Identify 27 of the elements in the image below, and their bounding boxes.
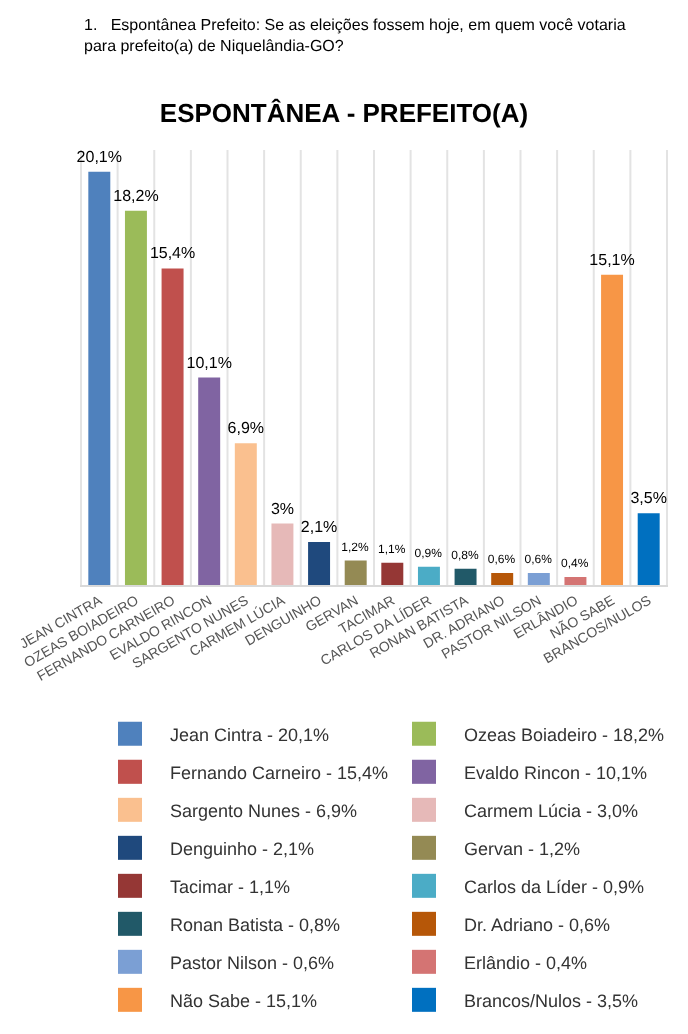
legend-label: Ozeas Boiadeiro - 18,2% <box>464 724 665 745</box>
data-label: 10,1% <box>186 353 232 372</box>
legend-label: Erlândio - 0,4% <box>464 952 588 973</box>
data-label: 3% <box>270 499 294 518</box>
chart-subtitle: 1. Espontânea Prefeito: Se as eleições fossem hoje, em quem você votaria para prefeito(a) de Niquelândia-GO? <box>84 16 627 55</box>
legend-label: Brancos/Nulos - 3,5% <box>464 990 639 1011</box>
data-label: 15,1% <box>589 250 635 269</box>
legend-label: Carmem Lúcia - 3,0% <box>464 800 639 821</box>
legend-label: Jean Cintra - 20,1% <box>170 724 330 745</box>
data-label: 18,2% <box>113 186 159 205</box>
chart-title: ESPONTÂNEA - PREFEITO(A) <box>159 97 529 128</box>
data-label: 15,4% <box>149 244 196 263</box>
legend-label: Pastor Nilson - 0,6% <box>170 952 335 973</box>
legend-label: Sargento Nunes - 6,9% <box>170 800 358 821</box>
legend-label: Evaldo Rincon - 10,1% <box>464 762 648 783</box>
legend-label: Dr. Adriano - 0,6% <box>464 914 611 935</box>
data-label: 2,1% <box>300 518 338 537</box>
legend-label: Ronan Batista - 0,8% <box>170 914 341 935</box>
data-label: 6,9% <box>227 419 265 438</box>
data-label: 20,1% <box>76 147 122 166</box>
legend-label: Denguinho - 2,1% <box>170 838 315 859</box>
legend-label: Não Sabe - 15,1% <box>170 990 318 1011</box>
data-label: 3,5% <box>630 489 667 508</box>
legend-label: Gervan - 1,2% <box>464 838 581 859</box>
legend-label: Carlos da Líder - 0,9% <box>464 876 645 897</box>
legend-label: Tacimar - 1,1% <box>170 876 291 897</box>
legend-label: Fernando Carneiro - 15,4% <box>170 762 389 783</box>
